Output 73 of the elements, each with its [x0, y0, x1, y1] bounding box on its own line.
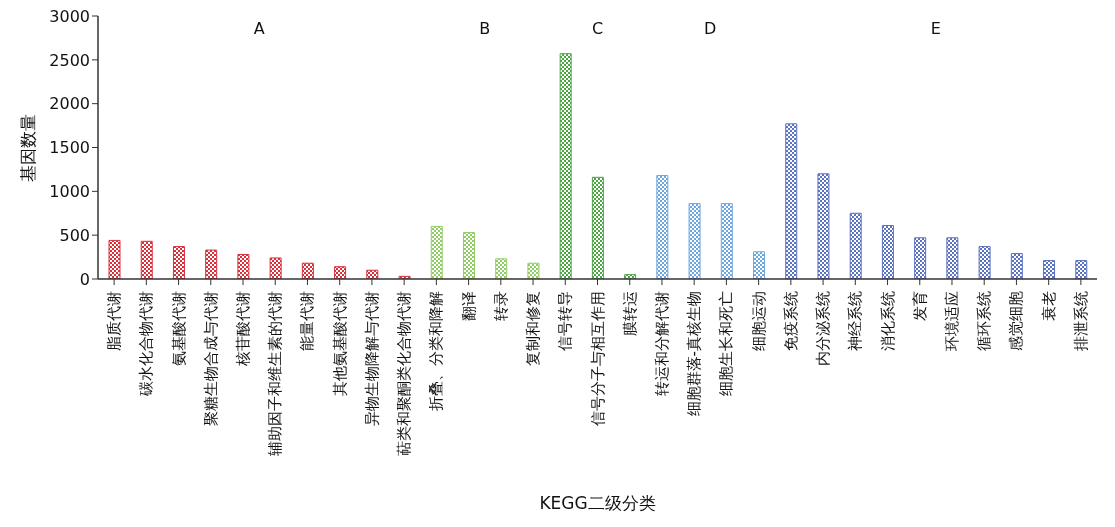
- bar: [1010, 253, 1023, 279]
- x-tick-label: 转运和分解代谢: [652, 291, 671, 396]
- bar: [591, 176, 604, 279]
- bar: [1043, 260, 1056, 279]
- bar: [881, 225, 894, 279]
- y-tick-label: 1000: [49, 182, 90, 202]
- x-tick-label: 消化系统: [878, 291, 897, 351]
- y-tick-label: 1500: [49, 138, 90, 158]
- bar: [430, 225, 443, 279]
- bar: [269, 257, 282, 279]
- x-tick-label: 萜类和聚酮类化合物代谢: [395, 291, 414, 456]
- x-tick-label: 折叠、分类和降解: [427, 291, 446, 411]
- x-tick-label: 衰老: [1039, 291, 1058, 321]
- bar: [172, 246, 185, 279]
- annotation: C: [590, 19, 605, 38]
- x-tick-label: 碳水化合物代谢: [137, 291, 156, 397]
- bar: [205, 249, 218, 279]
- bar: [462, 232, 475, 279]
- x-tick-label: 排泄系统: [1071, 291, 1090, 351]
- bar: [237, 253, 250, 279]
- x-axis-title: KEGG二级分类: [539, 493, 656, 513]
- x-tick-label: 能量代谢: [298, 291, 317, 351]
- x-tick-label: 信号分子与相互作用: [588, 291, 607, 426]
- x-tick-label: 辅助因子和维生素的代谢: [266, 291, 285, 456]
- bar: [946, 237, 959, 279]
- bar: [688, 203, 701, 279]
- bar: [1075, 260, 1088, 279]
- x-tick-label: 转录: [491, 291, 510, 321]
- bar: [785, 123, 798, 279]
- x-tick-label: 环境适应: [942, 291, 961, 351]
- x-tick-label: 氨基酸代谢: [169, 291, 188, 366]
- bar: [978, 246, 991, 279]
- x-tick-label: 膜转运: [620, 291, 639, 336]
- x-tick-label: 翻译: [459, 291, 478, 321]
- x-tick-label: 复制和修复: [524, 291, 543, 366]
- x-tick-label: 细胞群落-真核生物: [685, 291, 704, 417]
- y-tick-label: 0: [79, 269, 90, 289]
- annotation: E: [929, 19, 942, 38]
- x-tick-label: 脂质代谢: [105, 291, 124, 351]
- y-tick-label: 2500: [49, 50, 90, 70]
- bar: [108, 239, 121, 279]
- y-tick-label: 2000: [49, 94, 90, 114]
- bar: [559, 53, 572, 279]
- x-tick-label: 免疫系统: [781, 291, 800, 351]
- x-tick-label: 循环系统: [975, 291, 994, 351]
- bar: [914, 237, 927, 279]
- bar: [753, 251, 766, 279]
- bar: [527, 262, 540, 279]
- annotation: B: [478, 19, 492, 38]
- y-axis-title: 基因数量: [18, 113, 39, 182]
- bar: [334, 266, 347, 279]
- bar: [301, 262, 314, 279]
- y-tick-label: 500: [59, 225, 90, 245]
- annotation: D: [703, 19, 718, 38]
- x-tick-label: 其他氨基酸代谢: [330, 291, 349, 396]
- y-tick-label: 3000: [49, 6, 90, 26]
- x-tick-label: 感觉细胞: [1007, 291, 1026, 351]
- annotation: A: [252, 19, 266, 38]
- x-tick-label: 异物生物降解与代谢: [362, 291, 381, 426]
- x-tick-label: 内分泌系统: [814, 291, 833, 366]
- x-tick-label: 聚糖生物合成与代谢: [201, 291, 220, 426]
- x-tick-label: 信号转导: [556, 291, 575, 351]
- bar: [656, 175, 669, 279]
- bar: [817, 173, 830, 279]
- x-tick-label: 核苷酸代谢: [234, 291, 253, 367]
- x-tick-label: 细胞生长和死亡: [717, 291, 736, 396]
- bar: [720, 203, 733, 279]
- bar: [140, 240, 153, 279]
- bar: [849, 212, 862, 279]
- x-tick-label: 发育: [910, 291, 929, 321]
- bar: [495, 258, 508, 279]
- x-tick-label: 细胞运动: [749, 291, 768, 351]
- x-tick-label: 神经系统: [846, 291, 865, 351]
